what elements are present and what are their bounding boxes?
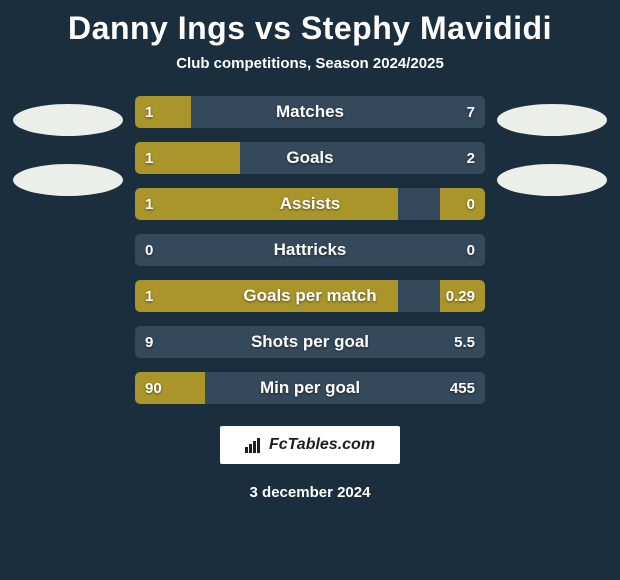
brand-logo: FcTables.com: [245, 436, 375, 454]
player2-club-photo-placeholder: [497, 164, 607, 196]
stat-row: 90Min per goal455: [135, 372, 485, 404]
stat-label: Shots per goal: [135, 332, 485, 352]
stat-value-right: 5.5: [454, 334, 475, 351]
stat-value-right: 0: [467, 242, 475, 259]
bars-icon: [245, 437, 265, 453]
player1-club-photo-placeholder: [13, 164, 123, 196]
stat-bar-left: [135, 372, 205, 404]
stat-row: 1Goals2: [135, 142, 485, 174]
stat-value-left: 9: [145, 334, 153, 351]
stat-row: 1Assists0: [135, 188, 485, 220]
right-photo-column: [497, 104, 607, 196]
stat-value-right: 7: [467, 104, 475, 121]
stat-bar-left: [135, 142, 240, 174]
stat-bar-right: [440, 280, 486, 312]
stat-row: 1Goals per match0.29: [135, 280, 485, 312]
stat-label: Hattricks: [135, 240, 485, 260]
comparison-infographic: Danny Ings vs Stephy Mavididi Club compe…: [0, 0, 620, 580]
brand-text: FcTables.com: [269, 436, 375, 454]
bars-column: 1Matches7 1Goals2 1Assists0 0Hattricks0 1Goa…: [135, 96, 485, 404]
stat-value-right: 2: [467, 150, 475, 167]
footer-date: 3 december 2024: [250, 484, 371, 501]
stat-bar-left: [135, 188, 398, 220]
stat-row: 9Shots per goal5.5: [135, 326, 485, 358]
stat-bar-right: [440, 188, 486, 220]
stat-value-left: 0: [145, 242, 153, 259]
stat-row: 0Hattricks0: [135, 234, 485, 266]
stat-row: 1Matches7: [135, 96, 485, 128]
stat-value-right: 455: [450, 380, 475, 397]
left-photo-column: [13, 104, 123, 196]
chart-area: 1Matches7 1Goals2 1Assists0 0Hattricks0 1Goa…: [0, 96, 620, 404]
stat-bar-left: [135, 280, 398, 312]
page-title: Danny Ings vs Stephy Mavididi: [68, 10, 552, 47]
brand-logo-box: FcTables.com: [220, 426, 400, 464]
player1-photo-placeholder: [13, 104, 123, 136]
player2-photo-placeholder: [497, 104, 607, 136]
page-subtitle: Club competitions, Season 2024/2025: [176, 55, 444, 72]
stat-bar-left: [135, 96, 191, 128]
